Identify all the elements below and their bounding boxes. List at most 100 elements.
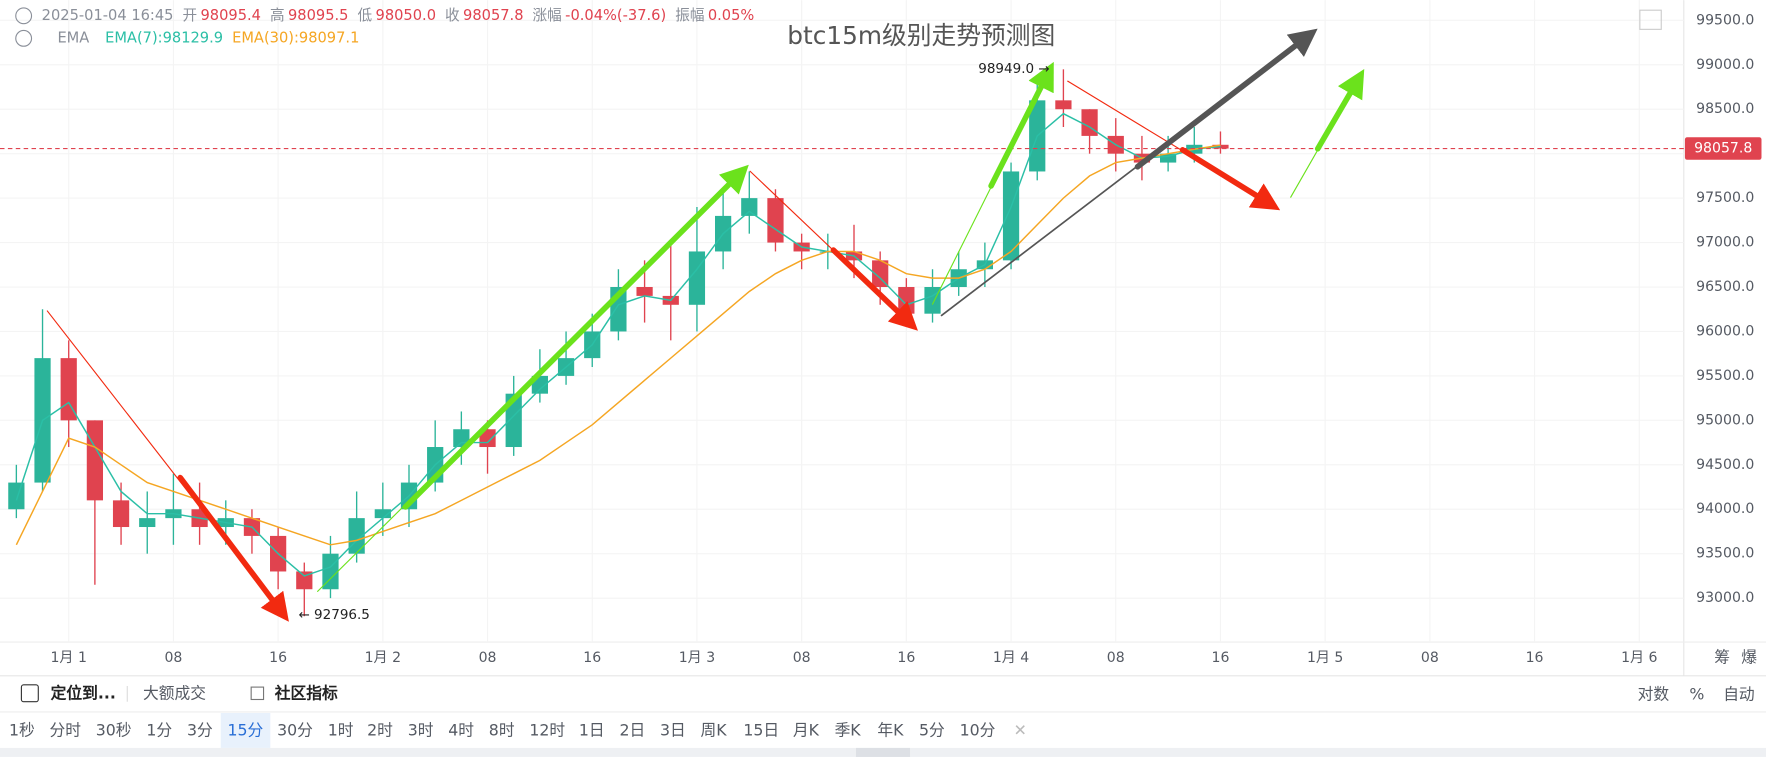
candle-body bbox=[741, 198, 758, 216]
x-tick-label: 1月 2 bbox=[365, 650, 401, 666]
candle-body bbox=[374, 509, 391, 519]
timeframe-button[interactable]: 8时 bbox=[489, 721, 515, 740]
header-label: 高 bbox=[270, 7, 285, 24]
timeframe-button[interactable]: 月K bbox=[793, 721, 820, 740]
x-tick-label: 16 bbox=[897, 650, 915, 666]
y-tick-label: 94500.0 bbox=[1696, 457, 1754, 473]
candle-body bbox=[924, 287, 941, 314]
fullscreen-button[interactable] bbox=[1639, 9, 1662, 30]
ema30-value: EMA(30):98097.1 bbox=[232, 29, 359, 46]
timeframe-button[interactable]: 年K bbox=[877, 721, 904, 740]
header-label: 开 bbox=[182, 7, 197, 24]
y-tick-label: 98500.0 bbox=[1696, 101, 1754, 117]
header-value: -0.04%(-37.6) bbox=[565, 7, 666, 24]
candle-body bbox=[8, 482, 25, 510]
auto-toggle[interactable]: 自动 bbox=[1723, 684, 1755, 703]
x-tick-label: 08 bbox=[793, 650, 811, 666]
edit-icon bbox=[250, 686, 265, 701]
y-tick-label: 93500.0 bbox=[1696, 546, 1754, 562]
y-tick-label: 94000.0 bbox=[1696, 501, 1754, 517]
percent-toggle[interactable]: % bbox=[1689, 684, 1704, 703]
log-toggle[interactable]: 对数 bbox=[1638, 684, 1670, 703]
arrow bbox=[1314, 69, 1365, 152]
y-tick-label: 96500.0 bbox=[1696, 279, 1754, 295]
low-annotation: ← 92796.5 bbox=[298, 607, 369, 623]
calendar-icon bbox=[20, 684, 39, 703]
candle-body bbox=[767, 198, 784, 243]
x-tick-label: 08 bbox=[164, 650, 182, 666]
timeframes: 1秒 分时 30秒 1分 3分 15分 30分 1时 2时 3时 4时 8时 12时 1日 2日 3日 周K 15… bbox=[9, 713, 996, 748]
header-value: 98050.0 bbox=[376, 7, 436, 24]
chart-title: btc15m级别走势预测图 bbox=[787, 21, 1055, 50]
ema-line bbox=[15, 144, 1221, 546]
timeframe-button[interactable]: 12时 bbox=[529, 721, 565, 740]
y-tick-label: 97500.0 bbox=[1696, 190, 1754, 206]
last-price-label: 98057.8 bbox=[1694, 141, 1752, 157]
timeframe-button[interactable]: 1日 bbox=[579, 721, 605, 740]
timeframe-button[interactable]: 15日 bbox=[743, 721, 779, 740]
y-tick-label: 96000.0 bbox=[1696, 323, 1754, 339]
arrow bbox=[988, 61, 1054, 189]
header-label: 收 bbox=[445, 7, 460, 24]
timeframe-button[interactable]: 3时 bbox=[408, 721, 434, 740]
indicator-name: EMA bbox=[57, 29, 89, 46]
candle-body bbox=[872, 260, 889, 288]
y-tick-label: 95500.0 bbox=[1696, 368, 1754, 384]
timeframe-button[interactable]: 1秒 bbox=[9, 721, 35, 740]
collapse-icon[interactable] bbox=[15, 7, 33, 25]
timeframe-button[interactable]: 30秒 bbox=[96, 721, 132, 740]
timeframe-button[interactable]: 3日 bbox=[660, 721, 686, 740]
ema7-value: EMA(7):98129.9 bbox=[105, 29, 223, 46]
x-tick-label: 16 bbox=[1212, 650, 1230, 666]
indicator-row: EMA EMA(7):98129.9 EMA(30):98097.1 bbox=[57, 29, 359, 46]
x-tick-label: 08 bbox=[1421, 650, 1439, 666]
timeframe-button[interactable]: 4时 bbox=[448, 721, 474, 740]
timeframe-button[interactable]: 分时 bbox=[50, 721, 82, 740]
candle-body bbox=[296, 571, 313, 590]
header-value: 98095.5 bbox=[288, 7, 348, 24]
arrow bbox=[177, 474, 289, 622]
timeframe-button[interactable]: 30分 bbox=[277, 721, 313, 740]
last-price-tag bbox=[1684, 137, 1762, 160]
y-tick-label: 93000.0 bbox=[1696, 590, 1754, 606]
close-icon[interactable]: ✕ bbox=[1014, 721, 1027, 740]
timeframe-button[interactable]: 1分 bbox=[146, 721, 172, 740]
header-label: 涨幅 bbox=[533, 7, 562, 24]
timeframe-button[interactable]: 15分 bbox=[228, 721, 264, 740]
large-trades-button[interactable]: 大额成交 bbox=[143, 683, 206, 702]
candle-body bbox=[1055, 100, 1072, 110]
header-label: 振幅 bbox=[675, 7, 704, 24]
header-value: 98095.4 bbox=[200, 7, 260, 24]
timeframe-button[interactable]: 季K bbox=[835, 721, 862, 740]
handle[interactable] bbox=[855, 747, 911, 757]
locate-button[interactable]: 定位到... bbox=[51, 683, 116, 702]
x-tick-label: 08 bbox=[1107, 650, 1125, 666]
timeframe-button[interactable]: 3分 bbox=[187, 721, 213, 740]
candle-body bbox=[86, 420, 104, 501]
candle-body bbox=[1081, 109, 1098, 136]
timeframe-button[interactable]: 2日 bbox=[619, 721, 645, 740]
timeframe-button[interactable]: 10分 bbox=[960, 721, 996, 740]
y-tick-label: 95000.0 bbox=[1696, 412, 1754, 428]
y-tick-label: 97000.0 bbox=[1696, 235, 1754, 251]
arrow bbox=[1134, 28, 1318, 170]
x-tick-label: 08 bbox=[479, 650, 497, 666]
timeframe-button[interactable]: 周K bbox=[701, 721, 728, 740]
y-tick-label: 99000.0 bbox=[1696, 57, 1754, 73]
arrow bbox=[830, 247, 918, 331]
x-tick-label: 1月 1 bbox=[50, 650, 86, 666]
community-indicators[interactable]: 社区指标 bbox=[274, 683, 338, 702]
candle-body bbox=[1159, 153, 1177, 163]
collapse-icon[interactable] bbox=[15, 29, 33, 47]
side-label: 爆 bbox=[1741, 647, 1757, 666]
x-tick-label: 1月 4 bbox=[993, 650, 1029, 666]
timeframe-button[interactable]: 1时 bbox=[328, 721, 354, 740]
candle-body bbox=[636, 287, 653, 296]
candle-body bbox=[1002, 171, 1020, 261]
candle-body bbox=[688, 251, 706, 305]
timeframe-button[interactable]: 2时 bbox=[367, 721, 393, 740]
timeframe-button[interactable]: 5分 bbox=[919, 721, 945, 740]
arrow bbox=[402, 164, 749, 510]
plot: 93000.0 93500.0 94000.0 94500.0 95000.0 95500… bbox=[0, 0, 1766, 676]
